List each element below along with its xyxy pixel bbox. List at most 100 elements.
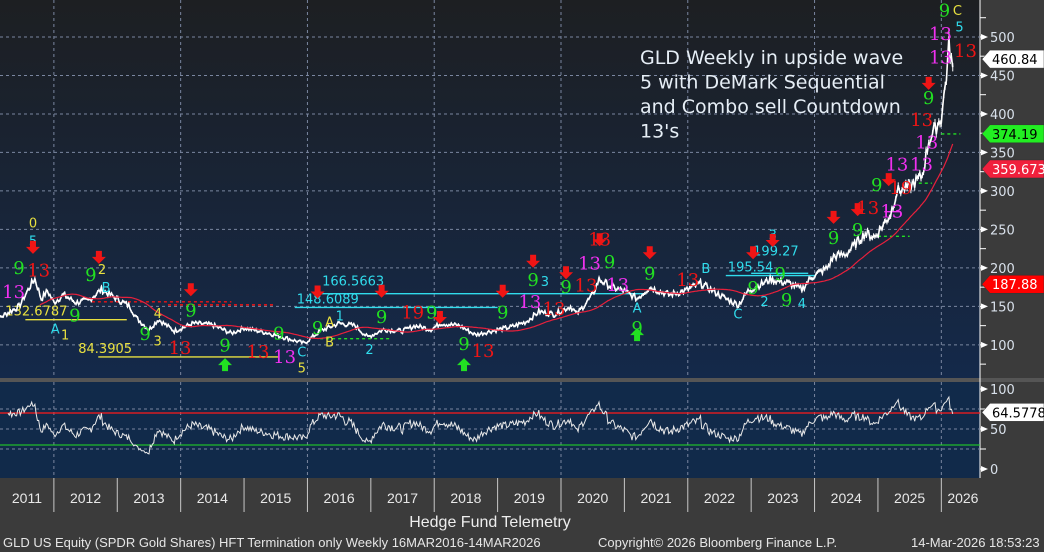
demark-count-label: 13 <box>518 292 541 313</box>
demark-count-label: 1 <box>336 310 344 325</box>
price-tag-label: 374.19 <box>992 128 1038 143</box>
demark-count-label: 13 <box>27 260 50 281</box>
sell-arrow-down-icon <box>526 254 541 268</box>
demark-count-label: 19 <box>889 178 912 199</box>
oscillator-tick-label: 50 <box>990 423 1007 438</box>
sell-arrow-down-icon <box>91 250 106 264</box>
demark-count-label: 9 <box>458 334 469 355</box>
sell-arrow-down-icon <box>495 284 510 298</box>
x-axis-year-label: 2014 <box>197 490 228 506</box>
footer-timestamp: 14-Mar-2026 18:53:23 <box>911 535 1040 550</box>
price-tag-label: 187.88 <box>992 278 1038 293</box>
x-axis-year-label: 2016 <box>324 490 355 506</box>
demark-count-label: A <box>633 301 642 316</box>
demark-count-label: A <box>325 315 334 330</box>
price-tag <box>981 49 1044 69</box>
price-tag <box>981 159 1044 179</box>
demark-count-label: 13 <box>929 48 952 69</box>
price-tag-group: 460.84 <box>981 49 1044 69</box>
buy-arrow-up-icon <box>218 358 233 372</box>
x-axis-year-label: 2015 <box>260 490 291 506</box>
demark-count-label: C <box>297 345 306 360</box>
series-lines <box>0 31 980 455</box>
demark-count-label: 13 <box>606 275 629 296</box>
x-axis-year-label: 2023 <box>767 490 798 506</box>
demark-count-label: 3 <box>153 335 161 350</box>
demark-count-label: A <box>51 323 60 338</box>
y-axis-tick <box>981 110 988 117</box>
demark-count-label: 9 <box>219 336 230 357</box>
sell-arrow-down-icon <box>559 266 574 280</box>
sell-arrow-down-icon <box>183 283 198 297</box>
y-axis-tick <box>981 426 988 432</box>
demark-count-label: 13 <box>885 154 908 175</box>
sell-arrow-down-icon <box>374 284 389 298</box>
demark-count-label: 9 <box>747 278 758 299</box>
demark-count-label: 13 <box>578 253 601 274</box>
x-axis-year-label: 2013 <box>133 490 164 506</box>
x-axis-year-label: 2012 <box>70 490 101 506</box>
buy-arrow-up-icon <box>457 358 472 372</box>
oscillator-tick-label: 100 <box>990 383 1015 398</box>
x-axis-year-label: 2024 <box>831 490 862 506</box>
x-axis-year-label: 2019 <box>514 490 545 506</box>
axes: 100150200250300350400450500050100460.843… <box>12 17 1044 512</box>
y-axis-tick-label: 500 <box>990 31 1015 46</box>
demark-count-label: 9 <box>871 175 882 196</box>
y-axis-tick <box>981 466 988 472</box>
y-axis-tick-label: 100 <box>990 339 1015 354</box>
y-axis-tick <box>981 226 988 233</box>
oscillator-tag-group: 64.5778 <box>981 403 1044 422</box>
demark-count-label: 9 <box>497 303 508 324</box>
oscillator-tick-label: 0 <box>990 463 998 478</box>
demark-count-label: 13 <box>910 110 933 131</box>
y-axis-tick <box>981 264 988 271</box>
demark-count-label: 9 <box>644 263 655 284</box>
level-label: 148.6089 <box>297 292 359 307</box>
sell-arrow-down-icon <box>432 310 447 324</box>
demark-count-label: 13 <box>543 299 566 320</box>
demark-count-label: 13 <box>910 155 933 176</box>
y-axis-tick-label: 350 <box>990 146 1015 161</box>
demark-count-label: 9 <box>774 264 785 285</box>
level-label: 166.5663 <box>322 275 384 290</box>
demark-count-label: 13 <box>2 282 25 303</box>
footer-copyright: Copyright© 2026 Bloomberg Finance L.P. <box>598 535 838 550</box>
panel-divider[interactable] <box>0 378 1044 382</box>
price-tag-group: 359.6734 <box>981 159 1044 179</box>
y-axis-tick-label: 200 <box>990 262 1015 277</box>
demark-count-label: 0 <box>29 217 37 232</box>
price-tag-label: 359.6734 <box>992 163 1044 178</box>
y-axis-tick <box>981 72 988 79</box>
sell-arrow-down-icon <box>765 233 780 247</box>
demark-count-label: 13 <box>676 270 699 291</box>
demark-count-label: 1 <box>61 328 69 343</box>
demark-count-label: 9 <box>604 252 615 273</box>
y-axis-tick-label: 150 <box>990 300 1015 315</box>
note-line: 5 with DeMark Sequential <box>640 72 885 94</box>
demark-annotations: 131305929BA91934913913139C59A1B291999139… <box>2 1 977 377</box>
level-label: 84.3905 <box>78 342 132 357</box>
demark-count-label: 9 <box>312 318 323 339</box>
demark-count-label: 4 <box>798 297 806 312</box>
x-axis-year-label: 2025 <box>894 490 925 506</box>
demark-count-label: 9 <box>923 88 934 109</box>
demark-count-label: 5 <box>298 362 306 377</box>
sell-arrow-down-icon <box>642 246 657 260</box>
note-line: and Combo sell Countdown <box>640 96 901 118</box>
x-axis-year-label: 2020 <box>577 490 608 506</box>
x-axis-year-label: 2021 <box>641 490 672 506</box>
demark-count-label: B <box>102 281 111 296</box>
demark-count-label: 9 <box>828 228 839 249</box>
price-tag <box>981 124 1044 144</box>
demark-count-label: 13 <box>929 24 952 45</box>
demark-count-label: 2 <box>98 263 106 278</box>
level-label: 199.27 <box>753 244 799 259</box>
demark-count-label: 2 <box>365 343 373 358</box>
x-axis-year-label: 2011 <box>12 490 42 506</box>
x-axis-year-label: 2018 <box>450 490 481 506</box>
note-line: 13's <box>640 121 679 143</box>
demark-count-label: 9 <box>781 290 792 311</box>
price-tag-label: 460.84 <box>992 53 1038 68</box>
